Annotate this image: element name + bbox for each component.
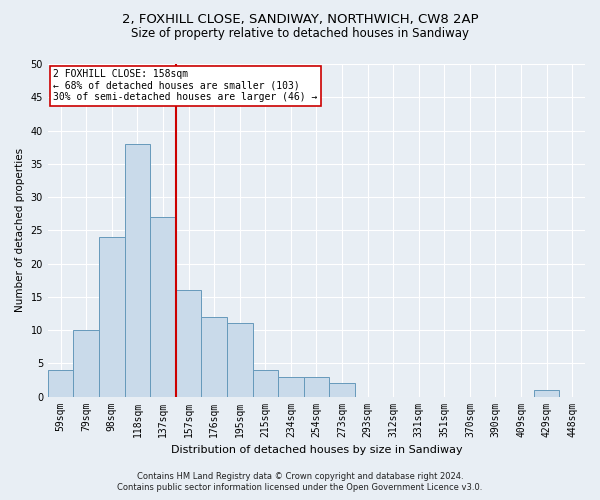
Bar: [176, 290, 202, 397]
Bar: [304, 376, 329, 396]
Text: Contains HM Land Registry data © Crown copyright and database right 2024.
Contai: Contains HM Land Registry data © Crown c…: [118, 472, 482, 492]
Text: 2 FOXHILL CLOSE: 158sqm
← 68% of detached houses are smaller (103)
30% of semi-d: 2 FOXHILL CLOSE: 158sqm ← 68% of detache…: [53, 69, 317, 102]
Bar: [278, 376, 304, 396]
Text: 2, FOXHILL CLOSE, SANDIWAY, NORTHWICH, CW8 2AP: 2, FOXHILL CLOSE, SANDIWAY, NORTHWICH, C…: [122, 12, 478, 26]
Bar: [48, 370, 73, 396]
Bar: [125, 144, 150, 397]
Bar: [73, 330, 99, 396]
Bar: [99, 237, 125, 396]
Bar: [202, 316, 227, 396]
Text: Size of property relative to detached houses in Sandiway: Size of property relative to detached ho…: [131, 28, 469, 40]
Y-axis label: Number of detached properties: Number of detached properties: [15, 148, 25, 312]
Bar: [227, 324, 253, 396]
Bar: [253, 370, 278, 396]
Bar: [150, 217, 176, 396]
Bar: [534, 390, 559, 396]
X-axis label: Distribution of detached houses by size in Sandiway: Distribution of detached houses by size …: [170, 445, 462, 455]
Bar: [329, 384, 355, 396]
